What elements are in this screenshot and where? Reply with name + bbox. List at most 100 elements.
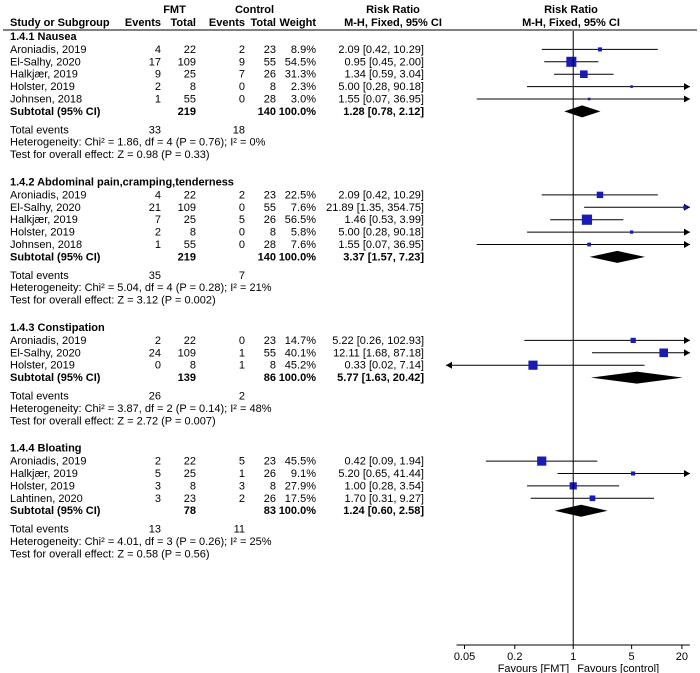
study-ci-text: 5.00 [0.28, 90.18] <box>338 227 424 239</box>
subtotal-diamond <box>554 504 608 517</box>
study-name: Holster, 2019 <box>10 81 75 93</box>
study-name: Halkjær, 2019 <box>10 468 78 480</box>
study-events-control: 0 <box>239 94 245 106</box>
ci-arrow-right <box>684 95 690 103</box>
study-events-fmt: 17 <box>149 56 161 68</box>
study-weight: 22.5% <box>285 189 316 201</box>
total-events-control: 11 <box>234 524 245 536</box>
study-events-control: 3 <box>239 480 245 492</box>
study-ci-text: 2.09 [0.42, 10.29] <box>338 189 424 201</box>
total-events-control: 2 <box>239 391 245 403</box>
study-ci-text: 1.70 [0.31, 9.27] <box>344 493 424 505</box>
header-total-fmt: Total <box>171 17 196 29</box>
ci-arrow-left <box>446 361 452 369</box>
study-total-control: 28 <box>264 239 276 251</box>
subgroup-title: 1.4.3 Constipation <box>10 322 105 334</box>
study-total-control: 26 <box>264 214 276 226</box>
study-weight: 56.5% <box>285 214 316 226</box>
study-weight: 40.1% <box>285 347 316 359</box>
study-name: El-Salhy, 2020 <box>10 347 81 359</box>
header-control: Control <box>235 4 274 16</box>
study-total-control: 26 <box>264 69 276 81</box>
study-events-fmt: 3 <box>155 480 161 492</box>
total-events-label: Total events <box>10 270 69 282</box>
study-total-fmt: 8 <box>190 480 196 492</box>
subgroup-title: 1.4.4 Bloating <box>10 443 82 455</box>
subtotal-ci-text: 3.37 [1.57, 7.23] <box>343 251 424 263</box>
header-method: M-H, Fixed, 95% CI <box>344 17 442 29</box>
header-fmt: FMT <box>163 4 186 16</box>
study-total-fmt: 8 <box>190 360 196 372</box>
effect-marker <box>581 214 593 225</box>
study-name: Aroniadis, 2019 <box>10 335 86 347</box>
study-total-control: 28 <box>264 94 276 106</box>
study-events-fmt: 2 <box>155 227 161 239</box>
study-total-fmt: 22 <box>184 189 196 201</box>
ci-arrow-right <box>684 83 690 91</box>
effect-marker <box>537 456 547 466</box>
study-events-control: 0 <box>239 239 245 251</box>
x-tick-label: 5 <box>629 651 635 663</box>
study-name: Johnsen, 2018 <box>10 94 82 106</box>
subtotal-total-control: 83 <box>264 505 276 517</box>
subtotal-label: Subtotal (95% CI) <box>10 251 101 263</box>
subtotal-ci-text: 1.24 [0.60, 2.58] <box>343 505 424 517</box>
study-events-control: 1 <box>239 468 245 480</box>
study-weight: 5.8% <box>291 227 316 239</box>
study-events-control: 5 <box>239 456 245 468</box>
study-total-control: 26 <box>264 493 276 505</box>
study-total-control: 8 <box>270 227 276 239</box>
effect-marker <box>597 47 602 52</box>
study-events-fmt: 21 <box>149 202 161 214</box>
heterogeneity-text: Heterogeneity: Chi² = 3.87, df = 2 (P = … <box>10 403 272 415</box>
study-ci-text: 0.42 [0.09, 1.94] <box>344 456 424 468</box>
study-name: Halkjær, 2019 <box>10 69 78 81</box>
overall-effect-text: Test for overall effect: Z = 0.98 (P = 0… <box>10 149 210 161</box>
study-total-fmt: 22 <box>184 456 196 468</box>
study-weight: 9.1% <box>291 468 316 480</box>
study-name: Johnsen, 2018 <box>10 239 82 251</box>
study-total-control: 55 <box>264 56 276 68</box>
subtotal-diamond <box>564 105 601 118</box>
study-total-fmt: 109 <box>178 202 196 214</box>
study-weight: 3.0% <box>291 94 316 106</box>
ci-arrow-right <box>684 470 690 477</box>
effect-marker <box>528 360 538 370</box>
overall-effect-text: Test for overall effect: Z = 3.12 (P = 0… <box>10 295 216 307</box>
study-total-fmt: 25 <box>184 69 196 81</box>
study-events-fmt: 24 <box>149 347 161 359</box>
subtotal-total-control: 140 <box>258 106 276 118</box>
header-weight: Weight <box>280 17 317 29</box>
study-name: Aroniadis, 2019 <box>10 189 86 201</box>
study-total-fmt: 25 <box>184 468 196 480</box>
study-name: Holster, 2019 <box>10 227 75 239</box>
total-events-fmt: 35 <box>149 270 161 282</box>
heterogeneity-text: Heterogeneity: Chi² = 5.04, df = 4 (P = … <box>10 282 272 294</box>
study-events-fmt: 1 <box>155 94 161 106</box>
x-tick-label: 0.2 <box>507 651 522 663</box>
study-name: Aroniadis, 2019 <box>10 44 86 56</box>
x-tick-label: 0.05 <box>454 651 475 663</box>
total-events-control: 18 <box>233 124 245 136</box>
favours-control-label: Favours [control] <box>577 663 659 673</box>
study-events-fmt: 4 <box>155 189 161 201</box>
study-ci-text: 1.46 [0.53, 3.99] <box>344 214 424 226</box>
study-total-fmt: 55 <box>184 239 196 251</box>
study-ci-text: 21.89 [1.35, 354.75] <box>326 202 424 214</box>
study-total-fmt: 25 <box>184 214 196 226</box>
study-total-fmt: 109 <box>178 56 196 68</box>
study-total-fmt: 8 <box>190 81 196 93</box>
study-total-control: 8 <box>270 81 276 93</box>
study-weight: 2.3% <box>291 81 316 93</box>
study-ci-text: 1.55 [0.07, 36.95] <box>338 239 424 251</box>
study-name: Holster, 2019 <box>10 480 75 492</box>
favours-fmt-label: Favours [FMT] <box>498 663 570 673</box>
study-events-control: 5 <box>239 214 245 226</box>
study-total-control: 8 <box>270 480 276 492</box>
x-tick-label: 1 <box>570 651 576 663</box>
study-events-fmt: 2 <box>155 335 161 347</box>
study-name: Lahtinen, 2020 <box>10 493 83 505</box>
study-total-fmt: 8 <box>190 227 196 239</box>
subtotal-ci-text: 5.77 [1.63, 20.42] <box>337 372 424 384</box>
effect-marker <box>580 70 588 79</box>
